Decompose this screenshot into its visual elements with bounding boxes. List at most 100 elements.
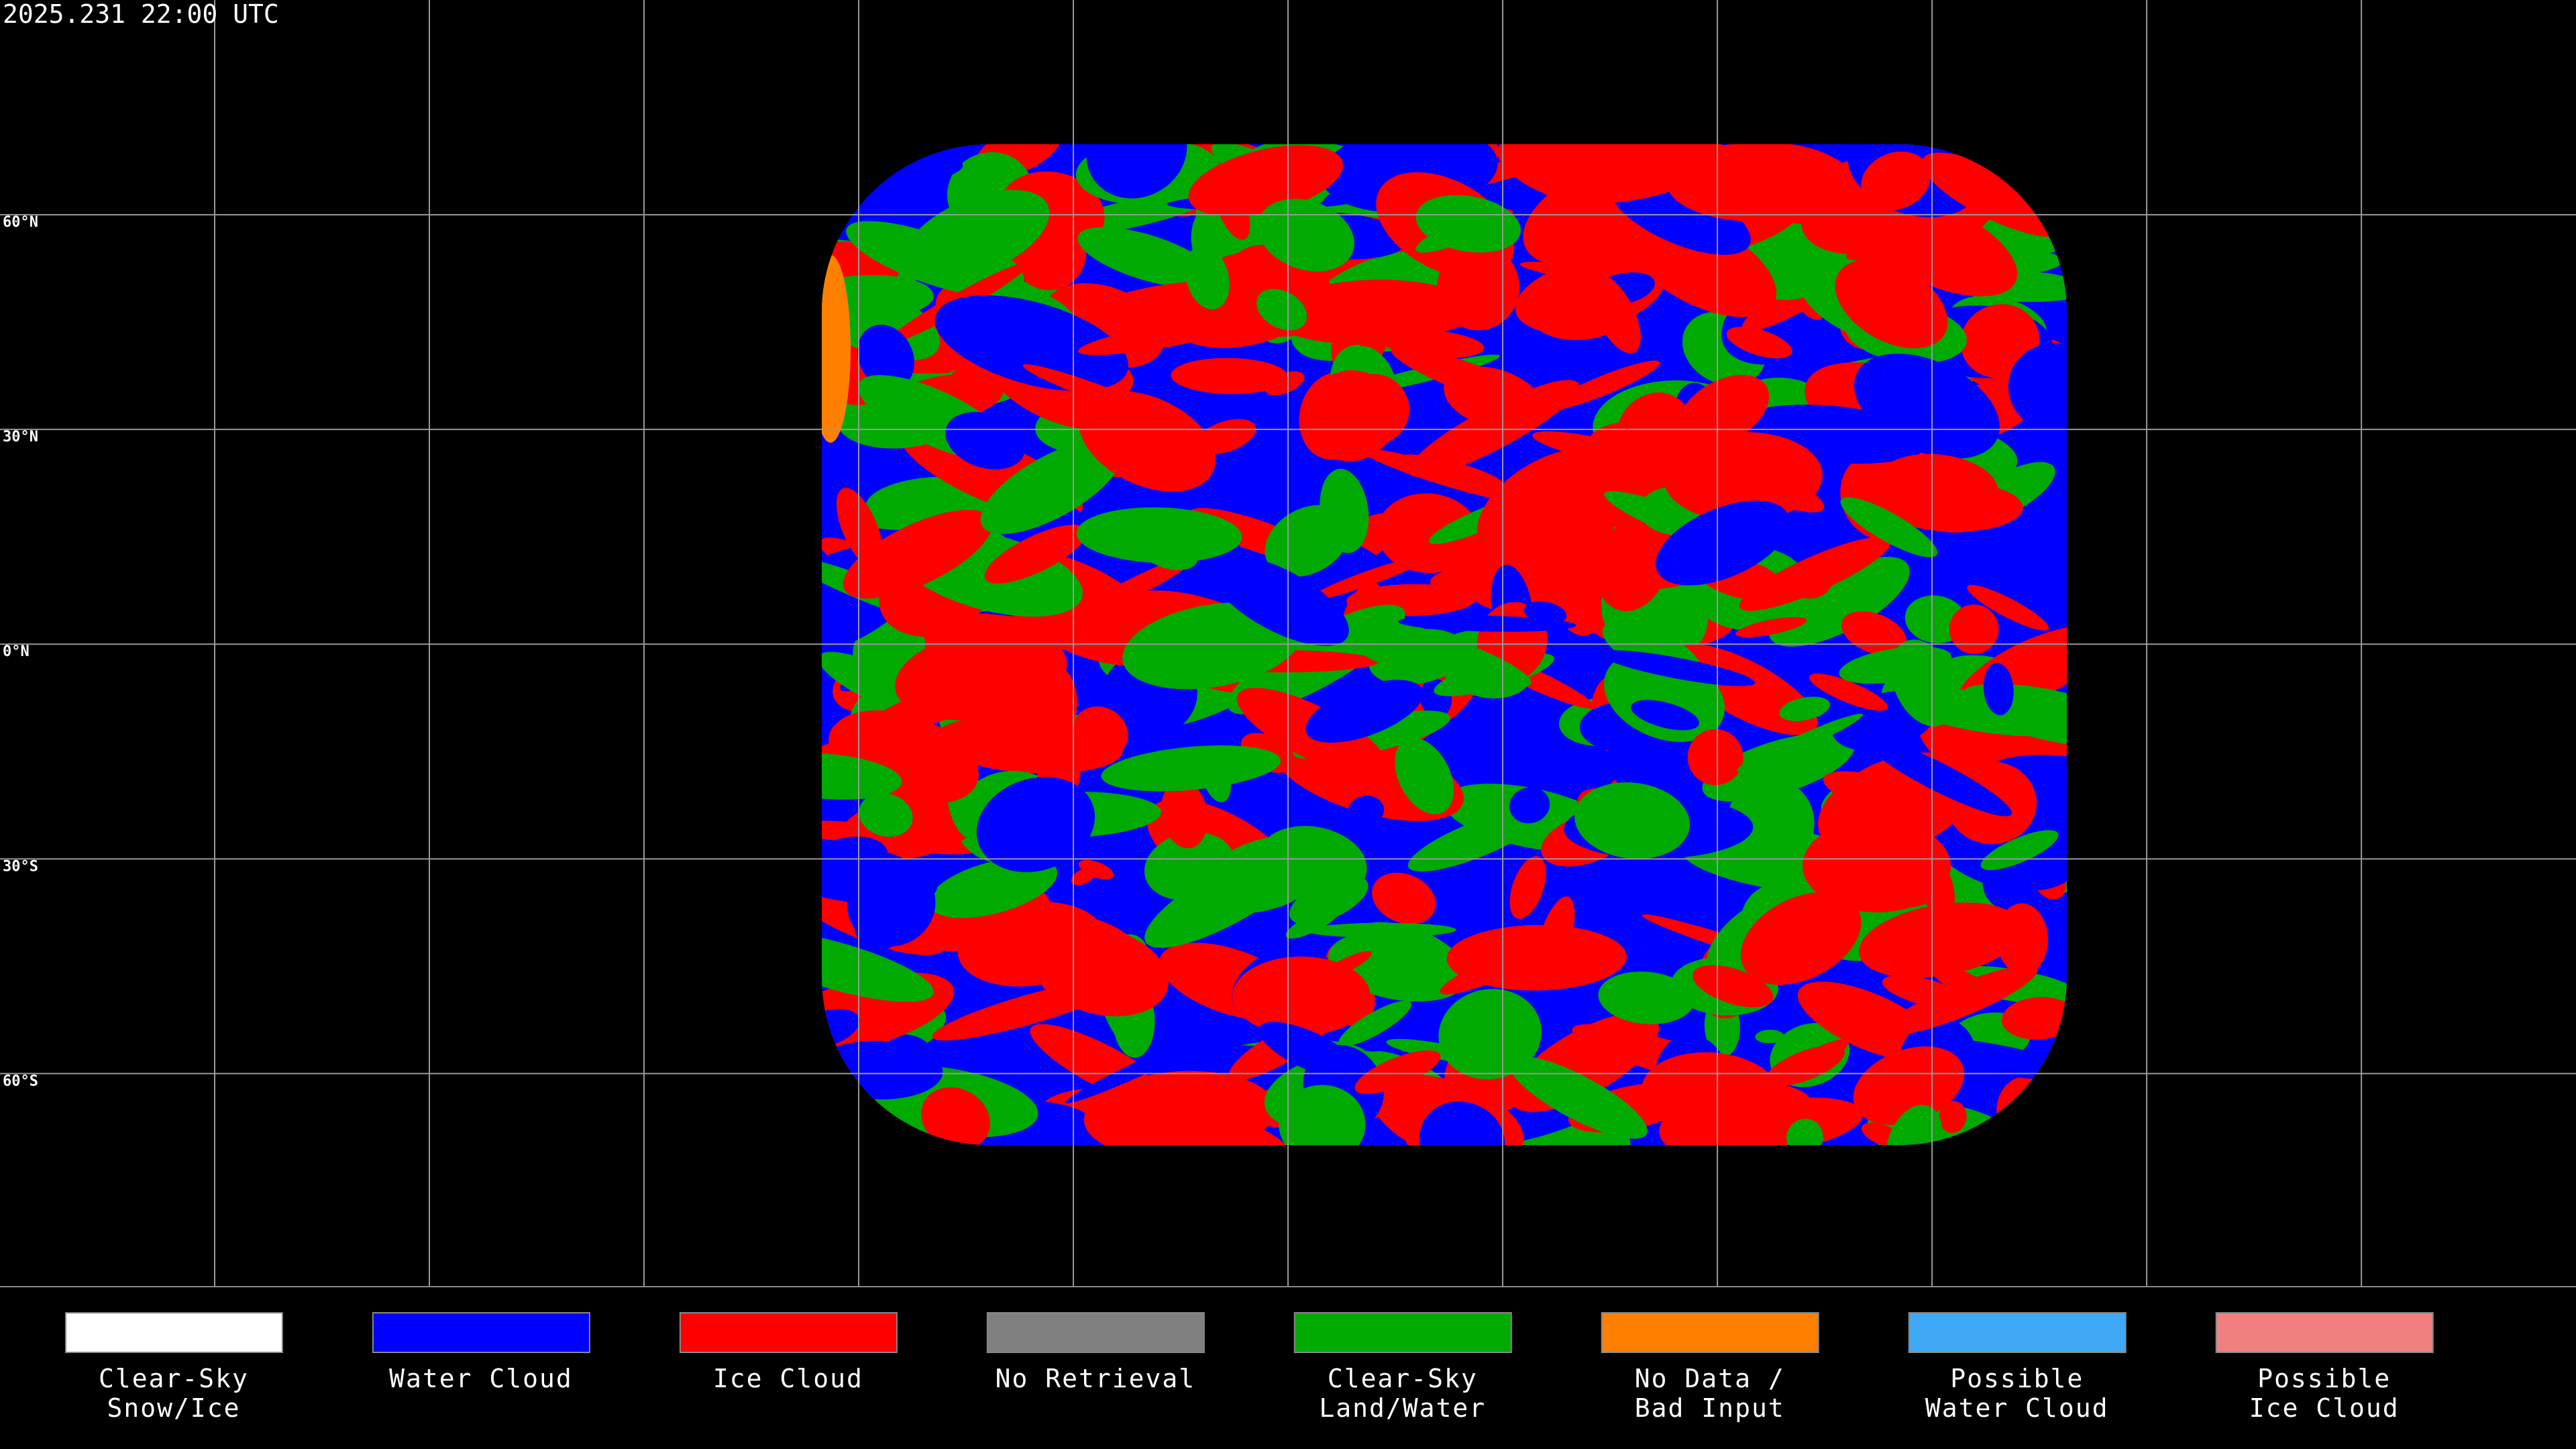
cloud-patch	[1075, 555, 1196, 619]
cloud-patch	[903, 190, 1050, 282]
cloud-patch	[1755, 1029, 1784, 1044]
cloud-patch	[1727, 777, 1815, 867]
cloud-patch	[1858, 902, 2023, 978]
cloud-patch	[1616, 392, 1694, 476]
cloud-patch	[1930, 688, 2067, 749]
cloud-patch	[1589, 274, 1641, 354]
cloud-patch	[1171, 358, 1289, 394]
cloud-patch	[1910, 478, 2004, 533]
cloud-patch	[1599, 650, 1755, 686]
cloud-patch	[1726, 327, 1792, 359]
cloud-patch	[1996, 903, 2048, 975]
legend-label: Water Cloud	[1925, 1393, 2109, 1423]
cloud-patch	[857, 325, 914, 390]
legend-label: No Retrieval	[996, 1364, 1196, 1393]
cloud-patch	[1398, 615, 1576, 632]
cloud-patch	[976, 777, 1095, 873]
cloud-patch	[1656, 500, 1790, 586]
legend-label: Clear-Sky	[1328, 1364, 1478, 1393]
cloud-patch	[1546, 360, 1660, 411]
cloud-patch	[1407, 808, 1545, 872]
cloud-patch	[1078, 315, 1256, 356]
legend-swatch	[1601, 1312, 1819, 1353]
cloud-patch	[854, 902, 904, 951]
cloud-patch	[1735, 616, 1807, 637]
cloud-patch	[921, 1087, 991, 1145]
cloud-patch	[980, 439, 1124, 535]
cloud-patch	[1786, 1118, 1823, 1145]
cloud-patch	[1372, 872, 1436, 924]
cloud-patch	[1779, 696, 1831, 721]
cloud-patch	[976, 699, 1022, 752]
latitude-label: 30°S	[3, 858, 38, 875]
cloud-patch	[1265, 504, 1350, 577]
cloud-patch	[1258, 199, 1354, 272]
cloud-patch	[1835, 259, 1948, 349]
legend-label: Snow/Ice	[107, 1393, 240, 1423]
cloud-patch	[1864, 737, 2012, 816]
cloud-patch	[1305, 680, 1424, 743]
cloud-patch	[1354, 1050, 1441, 1094]
latitude-label: 30°N	[3, 429, 38, 445]
cloud-patch	[1737, 713, 1864, 772]
legend-label: Clear-Sky	[99, 1364, 249, 1393]
cloud-patch	[1101, 745, 1281, 792]
latitude-label: 60°S	[3, 1073, 38, 1089]
cloud-patch	[867, 666, 1042, 732]
cloud-patch	[1768, 556, 1910, 647]
cloud-patch	[1823, 771, 1933, 816]
legend-label: Possible	[2257, 1364, 2391, 1393]
cloud-patch	[984, 525, 1087, 584]
legend-label: Ice Cloud	[2249, 1393, 2400, 1423]
legend-swatch	[64, 1312, 283, 1353]
legend-swatch	[1908, 1312, 2127, 1353]
cloud-patch	[1921, 152, 2067, 237]
cloud-patch	[1086, 144, 1187, 199]
cloud-patch	[1079, 391, 1216, 492]
cloud-patch	[1256, 288, 1307, 331]
cloud-patch	[1397, 454, 1504, 489]
cloud-patch	[843, 510, 993, 599]
cloud-patch	[1380, 329, 1485, 358]
cloud-patch	[934, 295, 1129, 391]
cloud-patch	[859, 793, 913, 837]
legend-label: Land/Water	[1319, 1393, 1486, 1423]
cloud-patch	[1809, 674, 1888, 711]
legend-label: Ice Cloud	[713, 1364, 863, 1393]
graticule: 60°N 30°N 0°N 30°S 60°S	[0, 0, 2576, 1287]
cloud-patch	[1508, 1056, 1648, 1139]
legend-swatch	[986, 1312, 1205, 1353]
cloud-patch	[1022, 364, 1173, 422]
cloud-patch	[1885, 965, 2037, 1035]
cloud-patch	[1415, 214, 1497, 253]
cloud-patch	[1509, 856, 1546, 919]
latitude-label: 60°N	[3, 214, 38, 231]
cloud-patch	[1120, 1091, 1290, 1145]
cloud-patch	[1853, 194, 2018, 297]
cloud-patch	[1574, 782, 1690, 859]
cloud-patch	[1663, 431, 1823, 522]
cloud-patch	[1258, 1022, 1360, 1079]
no-data-strip	[822, 255, 851, 443]
cloud-patch	[1523, 601, 1567, 625]
cloud-patch	[1693, 965, 1774, 1008]
cloud-patch	[1073, 706, 1128, 758]
cloud-patch	[945, 412, 1026, 470]
cloud-patch	[1304, 370, 1397, 462]
cloud-patch	[1509, 787, 1550, 824]
cloud-patch	[1079, 859, 1114, 879]
cloud-patch	[1279, 1085, 1366, 1145]
cloud-patch	[1289, 875, 1368, 925]
timestamp: 2025.231 22:00 UTC	[3, 0, 279, 29]
cloud-patch	[822, 930, 934, 1002]
cloud-patch	[1122, 602, 1302, 690]
latitude-label: 0°N	[3, 643, 30, 660]
legend-label: Bad Input	[1635, 1393, 1785, 1423]
cloud-patch	[1185, 245, 1230, 310]
cloud-patch	[1391, 346, 1559, 415]
cloud-patch	[1077, 227, 1215, 288]
legend-swatch	[2215, 1312, 2434, 1353]
cloud-patch	[1134, 530, 1198, 570]
